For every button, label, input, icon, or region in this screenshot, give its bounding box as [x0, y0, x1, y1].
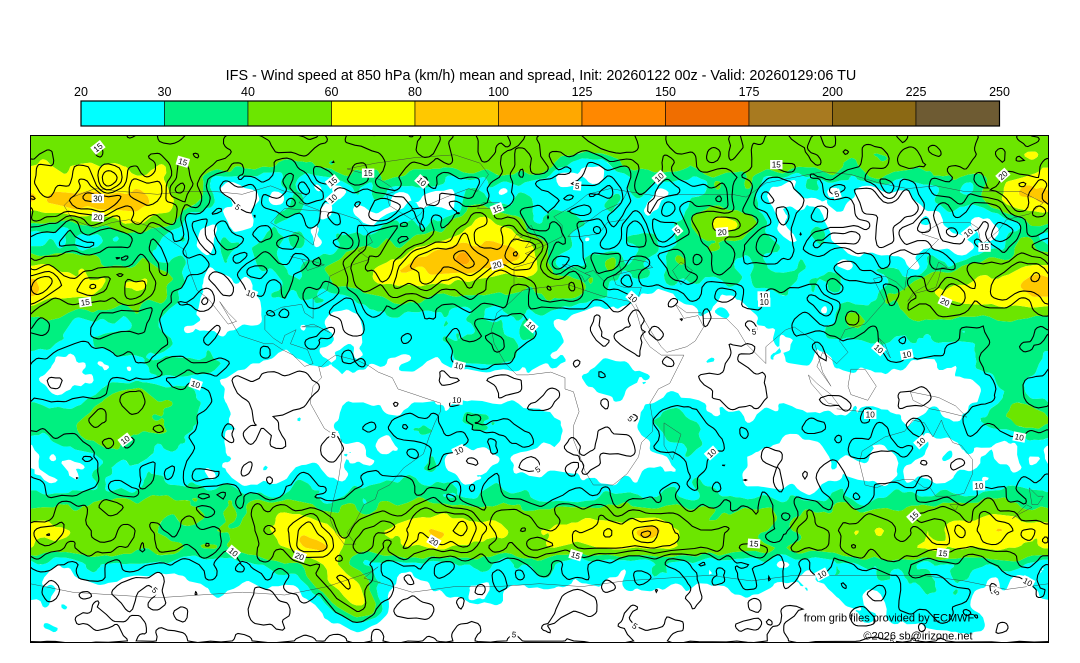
svg-text:IFS - Wind speed at 850 hPa (k: IFS - Wind speed at 850 hPa (km/h) mean …: [226, 68, 857, 84]
svg-text:5: 5: [233, 202, 242, 212]
svg-text:5: 5: [833, 189, 841, 199]
svg-text:20: 20: [93, 213, 103, 223]
svg-text:10: 10: [1014, 432, 1025, 443]
svg-text:250: 250: [989, 85, 1010, 99]
svg-text:20: 20: [939, 296, 951, 308]
svg-text:15: 15: [749, 539, 759, 549]
svg-text:15: 15: [772, 161, 782, 170]
svg-text:10: 10: [245, 288, 257, 300]
svg-text:10: 10: [453, 445, 466, 457]
svg-text:100: 100: [488, 85, 509, 99]
svg-text:80: 80: [408, 85, 422, 99]
svg-text:30: 30: [158, 85, 172, 99]
svg-text:125: 125: [572, 85, 593, 99]
svg-text:5: 5: [992, 587, 1002, 597]
svg-text:©2026 sb@irizone.net: ©2026 sb@irizone.net: [863, 631, 972, 643]
svg-text:15: 15: [364, 169, 374, 178]
svg-text:5: 5: [626, 414, 636, 424]
svg-text:from grib files provided by EC: from grib files provided by ECMWF: [804, 613, 975, 625]
svg-text:5: 5: [511, 630, 517, 640]
svg-text:10: 10: [866, 410, 876, 419]
svg-text:10: 10: [902, 350, 913, 361]
svg-text:20: 20: [74, 85, 88, 99]
svg-text:200: 200: [822, 85, 843, 99]
svg-text:15: 15: [177, 157, 189, 168]
svg-text:5: 5: [330, 431, 337, 441]
svg-text:5: 5: [889, 637, 895, 646]
svg-text:5: 5: [534, 465, 543, 475]
svg-text:150: 150: [655, 85, 676, 99]
svg-text:10: 10: [453, 361, 465, 372]
svg-text:20: 20: [717, 228, 727, 238]
svg-text:30: 30: [93, 195, 103, 204]
svg-text:5: 5: [150, 586, 160, 596]
svg-text:60: 60: [325, 85, 339, 99]
svg-text:20: 20: [294, 551, 306, 563]
svg-text:10: 10: [760, 298, 770, 307]
svg-text:5: 5: [751, 327, 757, 336]
svg-text:15: 15: [938, 548, 949, 558]
svg-text:10: 10: [816, 569, 829, 581]
svg-text:10: 10: [1021, 576, 1034, 589]
svg-text:10: 10: [974, 482, 984, 491]
svg-text:15: 15: [80, 298, 91, 308]
svg-text:15: 15: [980, 243, 990, 252]
svg-text:5: 5: [575, 182, 581, 191]
svg-text:15: 15: [491, 203, 503, 215]
svg-text:10: 10: [190, 379, 202, 391]
svg-text:10: 10: [759, 292, 769, 301]
svg-text:40: 40: [241, 85, 255, 99]
svg-text:5: 5: [673, 225, 683, 235]
svg-text:10: 10: [452, 396, 462, 406]
svg-text:225: 225: [906, 85, 927, 99]
svg-text:15: 15: [570, 550, 582, 561]
svg-text:175: 175: [739, 85, 760, 99]
svg-text:20: 20: [492, 260, 504, 271]
svg-text:5: 5: [630, 621, 639, 631]
